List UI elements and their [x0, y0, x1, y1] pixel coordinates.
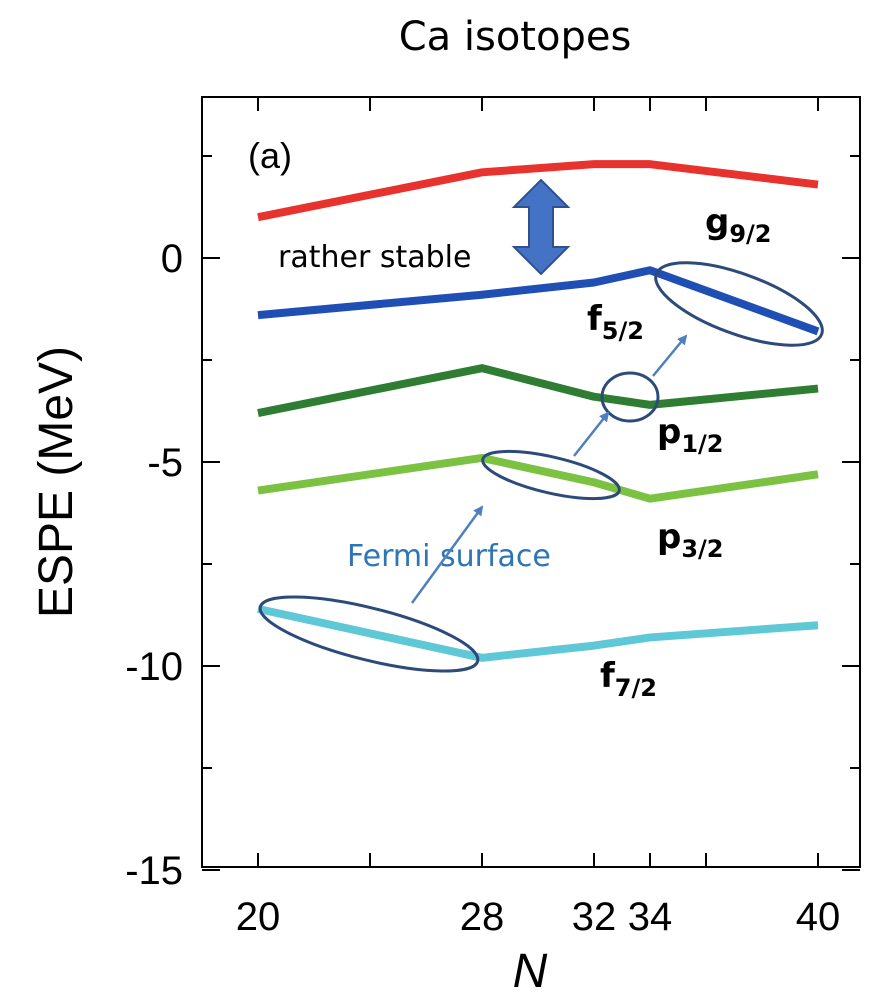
series-line-f52: [257, 266, 820, 336]
gap-annotation: rather stable: [278, 240, 471, 275]
orbital-label-p12: p1/2: [657, 412, 724, 458]
plot-frame: [201, 96, 861, 868]
orbital-label-f52: f5/2: [587, 299, 644, 345]
y-tick-label-0: 0: [161, 237, 183, 281]
orbital-labels: g9/2 f5/2 p1/2 p3/2 f7/2: [587, 202, 772, 702]
x-tick-label-32: 32: [572, 895, 617, 939]
fermi-arrow-2: [573, 411, 610, 457]
orbital-label-f72: f7/2: [600, 656, 657, 702]
x-axis-label: N: [513, 945, 548, 997]
series-lines: [257, 160, 820, 662]
y-axis-label: ESPE (MeV): [30, 346, 83, 618]
chart-title: Ca isotopes: [399, 14, 632, 60]
series-line-p32: [257, 453, 819, 503]
series-line-g92: [257, 160, 819, 222]
gap-double-arrow: [511, 178, 571, 276]
axis-ticks: 20 28 32 34 40 0 -5 -10 -15: [125, 97, 860, 939]
fermi-ellipse-f5: [654, 261, 824, 347]
x-tick-label-40: 40: [796, 895, 841, 939]
y-tick-label--15: -15: [125, 849, 183, 893]
fermi-ellipse-p3: [481, 449, 621, 501]
series-line-f72: [257, 604, 819, 662]
fermi-arrow-3: [652, 334, 688, 377]
y-tick-label--10: -10: [125, 645, 183, 689]
fermi-surface-annotation: Fermi surface: [347, 539, 551, 574]
x-tick-label-20: 20: [236, 895, 281, 939]
x-tick-label-34: 34: [628, 895, 673, 939]
orbital-label-g92: g9/2: [705, 202, 772, 248]
fermi-arrow-1: [410, 505, 484, 604]
fermi-arrows: [410, 334, 688, 604]
fermi-ellipse-p1: [600, 371, 660, 423]
x-tick-label-28: 28: [460, 895, 505, 939]
fermi-ellipse-f7: [258, 595, 480, 673]
orbital-label-p32: p3/2: [657, 517, 724, 563]
y-tick-label--5: -5: [147, 441, 183, 485]
panel-label: (a): [248, 135, 292, 176]
series-line-p12: [257, 364, 819, 417]
fermi-ellipses: [258, 261, 824, 673]
